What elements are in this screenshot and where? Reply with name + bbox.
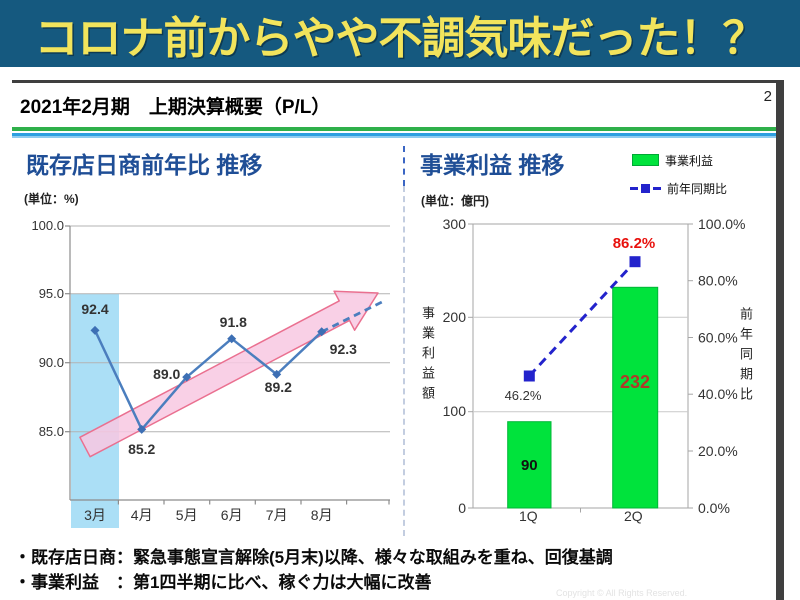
legend-line-label: 前年同期比 — [667, 181, 728, 196]
ytick-90: 90.0 — [39, 355, 64, 370]
rtick-20: 20.0% — [698, 443, 738, 459]
pct-label-1q: 46.2% — [505, 388, 542, 403]
ltick-100: 100 — [443, 403, 467, 419]
bar-2q — [612, 286, 659, 509]
rtick-0: 0.0% — [698, 500, 730, 516]
yoy-dashed-line — [528, 260, 637, 378]
legend-bar-swatch-icon — [632, 154, 659, 166]
title-underline-lightblue — [12, 136, 776, 138]
footnote-1: ・既存店日商：緊急事態宣言解除(5月末)以降、様々な取組みを重ね、回復基調 — [14, 548, 613, 567]
title-underline-green — [12, 127, 776, 131]
video-caption-banner: コロナ前からやや不調気味だった！？ — [0, 0, 800, 67]
xtick-may: 5月 — [176, 507, 198, 523]
legend-item-line: 前年同期比 — [630, 181, 728, 196]
ytick-85: 85.0 — [39, 424, 64, 439]
left-chart-unit: (単位：%) — [24, 192, 79, 206]
pct-label-2q: 86.2% — [613, 235, 656, 252]
bar-value-2q: 232 — [620, 372, 650, 392]
yoy-marker-2q — [629, 256, 641, 268]
axes — [65, 225, 390, 505]
xtick-1q: 1Q — [519, 508, 538, 524]
legend-item-bar: 事業利益 — [632, 153, 714, 168]
point-label-1: 85.2 — [128, 441, 155, 457]
xtick-mar: 3月 — [84, 507, 106, 523]
title-underline-blue — [12, 133, 776, 136]
slide-title: 2021年2月期 上期決算概要（P/L） — [20, 97, 331, 118]
point-label-5: 92.3 — [330, 341, 357, 357]
slide-border-top — [12, 80, 784, 83]
point-label-3: 91.8 — [220, 314, 247, 330]
data-markers — [90, 325, 327, 434]
xtick-aug: 8月 — [311, 507, 333, 523]
ytick-100: 100.0 — [31, 218, 64, 233]
right-chart-unit: (単位：億円) — [421, 194, 489, 208]
data-line — [93, 329, 323, 432]
ltick-200: 200 — [443, 309, 467, 325]
ytick-95: 95.0 — [39, 286, 64, 301]
bar-1q — [507, 421, 552, 509]
ltick-0: 0 — [458, 500, 466, 516]
rtick-100: 100.0% — [698, 216, 745, 232]
banner-text: コロナ前からやや不調気味だった！？ — [34, 13, 767, 63]
yoy-marker-1q — [523, 370, 535, 382]
point-label-0: 92.4 — [81, 301, 108, 317]
copyright-text: Copyright © All Rights Reserved. — [556, 588, 688, 598]
left-axis-title: 事業利益額 — [420, 306, 435, 406]
rtick-40: 40.0% — [698, 386, 738, 402]
same-store-sales-line-chart: 100.0 95.0 90.0 85.0 92.4 85.2 89.0 91.8… — [31, 218, 390, 528]
point-label-4: 89.2 — [265, 379, 292, 395]
point-label-2: 89.0 — [153, 366, 180, 382]
rtick-80: 80.0% — [698, 273, 738, 289]
xtick-jun: 6月 — [221, 507, 243, 523]
xtick-jul: 7月 — [266, 507, 288, 523]
right-axis-title: 前年同期比 — [738, 307, 753, 407]
xtick-apr: 4月 — [131, 507, 153, 523]
ltick-300: 300 — [443, 216, 467, 232]
panel-divider-top — [403, 146, 405, 186]
operating-profit-bar-chart: 300 200 100 0 100.0% 80.0% 60.0% 40.0% 2… — [443, 216, 746, 524]
footnote-2: ・事業利益 ：第1四半期に比べ、稼ぐ力は大幅に改善 — [14, 573, 432, 592]
bar-value-1q: 90 — [521, 457, 538, 474]
axis-ticks — [468, 223, 693, 513]
panel-divider — [403, 186, 405, 536]
legend-line-swatch-icon — [630, 183, 661, 193]
slide-border-right — [776, 80, 784, 600]
rtick-60: 60.0% — [698, 330, 738, 346]
left-chart-title: 既存店日商前年比 推移 — [26, 152, 263, 178]
page-number: 2 — [763, 88, 772, 105]
legend-bar-label: 事業利益 — [665, 153, 714, 168]
xtick-2q: 2Q — [624, 508, 643, 524]
right-chart-title: 事業利益 推移 — [420, 152, 565, 178]
